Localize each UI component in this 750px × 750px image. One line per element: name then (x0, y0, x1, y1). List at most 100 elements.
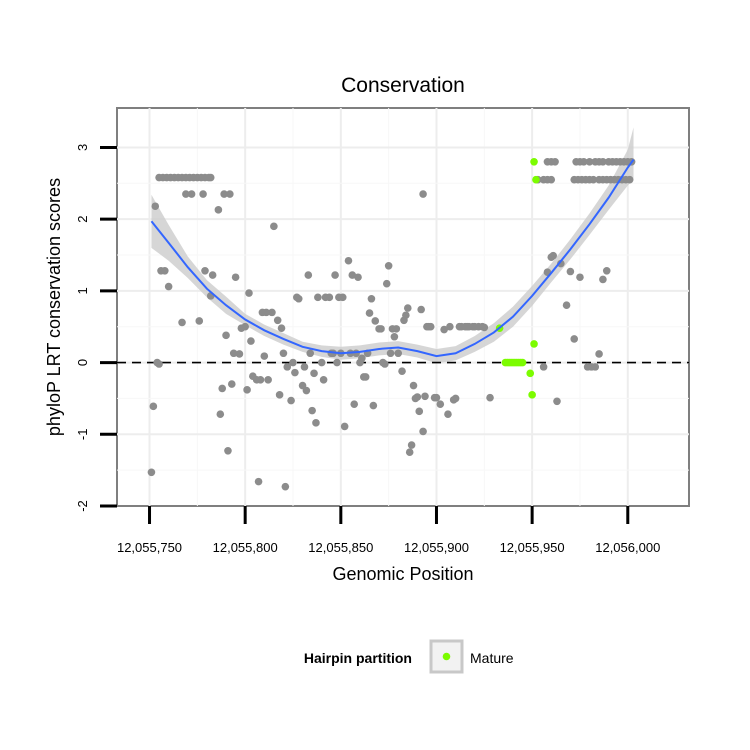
point-other (446, 322, 454, 331)
y-tick-label: -2 (75, 500, 90, 512)
legend: Hairpin partition Mature (304, 639, 514, 674)
point-other (599, 275, 607, 284)
point-other (260, 352, 269, 360)
point-other (409, 381, 418, 390)
point-other (371, 317, 380, 325)
point-other (201, 266, 209, 275)
point-other (566, 267, 575, 276)
point-mature (532, 175, 540, 184)
point-other (314, 293, 322, 302)
point-other (308, 406, 316, 415)
point-other (405, 448, 414, 457)
legend-label-mature: Mature (470, 650, 514, 666)
point-other (553, 397, 561, 406)
point-other (312, 419, 320, 427)
point-other (367, 294, 376, 303)
y-axis-title: phyloP LRT conservation scores (44, 178, 64, 436)
point-other (562, 301, 571, 310)
point-other (348, 271, 357, 279)
point-other (208, 271, 217, 279)
point-other (354, 273, 362, 282)
point-other (338, 293, 347, 302)
point-other (585, 157, 594, 166)
point-other (273, 316, 282, 325)
point-other (407, 441, 416, 449)
point-other (241, 322, 249, 331)
point-other (161, 266, 169, 275)
point-other (579, 157, 588, 166)
axes-layer: 12,055,750 12,055,800 12,055,850 12,055,900… (75, 144, 660, 555)
point-other (589, 175, 598, 184)
point-other (384, 261, 393, 270)
point-other (549, 251, 557, 260)
point-mature (518, 358, 527, 367)
point-other (222, 331, 230, 340)
point-other (155, 360, 163, 368)
point-other (440, 325, 448, 334)
x-tick-label: 12,056,000 (595, 540, 660, 555)
point-other (199, 190, 207, 198)
x-tick-label: 12,055,750 (117, 540, 182, 555)
point-other (551, 157, 559, 166)
point-other (398, 367, 406, 375)
point-other (220, 190, 228, 198)
point-other (331, 271, 339, 279)
y-tick-label: 1 (75, 287, 90, 294)
point-other (270, 222, 278, 231)
point-other (451, 394, 460, 403)
point-other (365, 309, 374, 317)
point-other (164, 282, 173, 291)
data-points-layer (147, 157, 636, 491)
point-other (392, 325, 401, 333)
point-other (344, 256, 353, 265)
point-other (229, 349, 238, 358)
point-other (390, 332, 399, 341)
point-other (350, 400, 359, 408)
point-other (300, 363, 309, 371)
point-other (557, 259, 565, 268)
point-other (149, 402, 158, 411)
point-other (480, 323, 489, 332)
chart-title: Conservation (341, 74, 465, 97)
point-other (178, 318, 186, 327)
point-other (486, 393, 494, 402)
point-other (182, 190, 190, 198)
point-other (539, 363, 548, 371)
point-other (317, 358, 326, 367)
point-other (287, 396, 295, 405)
point-other (419, 190, 427, 198)
y-tick-label: 3 (75, 144, 90, 151)
x-axis-title: Genomic Position (332, 564, 473, 584)
point-other (426, 322, 435, 331)
point-mature (526, 369, 535, 378)
point-other (256, 375, 265, 384)
point-other (302, 386, 311, 395)
point-other (243, 386, 251, 394)
x-tick-label: 12,055,800 (213, 540, 278, 555)
y-tick-label: -1 (75, 429, 90, 441)
y-tick-label: 2 (75, 216, 90, 223)
point-other (264, 375, 272, 384)
point-other (262, 308, 271, 317)
point-other (216, 410, 225, 419)
point-other (306, 349, 315, 358)
point-other (226, 190, 234, 198)
point-other (421, 392, 429, 401)
point-other (377, 325, 385, 333)
point-other (281, 482, 290, 491)
smooth-line (150, 159, 635, 358)
point-other (570, 335, 579, 343)
legend-mature-dot (442, 652, 451, 661)
point-other (394, 349, 403, 358)
y-tick-label: 0 (75, 359, 90, 366)
point-other (319, 375, 328, 384)
point-other (245, 289, 253, 297)
point-other (151, 202, 160, 211)
point-other (576, 273, 584, 282)
point-other (417, 305, 425, 314)
point-other (402, 311, 410, 320)
point-other (247, 337, 255, 345)
point-other (415, 407, 424, 416)
point-other (599, 157, 607, 166)
point-other (206, 173, 215, 182)
